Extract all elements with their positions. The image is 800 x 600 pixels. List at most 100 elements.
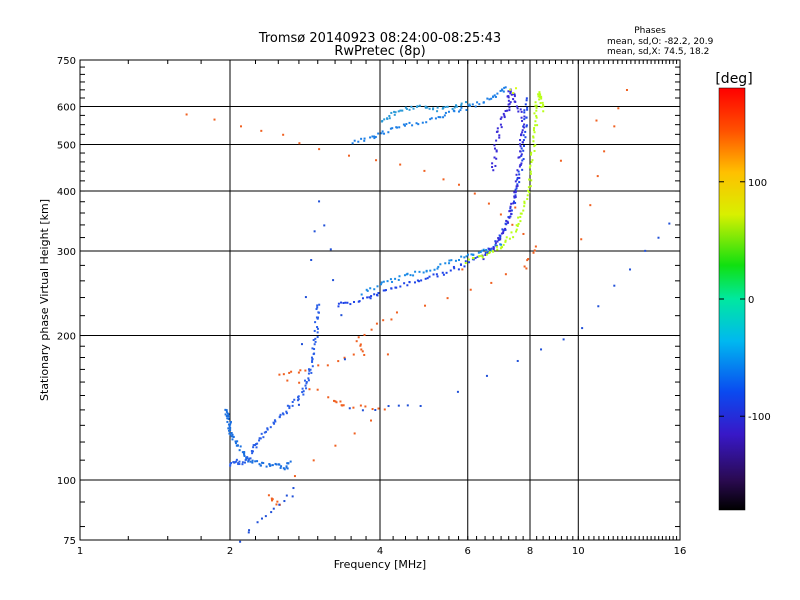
data-point — [464, 101, 467, 104]
data-point — [465, 108, 468, 111]
data-point — [337, 360, 340, 363]
data-point — [442, 106, 445, 109]
data-point — [452, 109, 455, 112]
data-point — [581, 327, 584, 330]
data-point — [405, 107, 408, 110]
data-point — [428, 275, 431, 278]
x-tick-labels: 1 2 4 6 8 10 16 — [77, 546, 687, 557]
data-point — [526, 106, 529, 109]
data-point — [517, 170, 520, 173]
data-point — [307, 372, 310, 375]
data-point — [435, 273, 438, 276]
data-point — [529, 185, 532, 188]
data-point — [224, 408, 227, 411]
data-point — [308, 388, 311, 391]
data-point — [286, 467, 289, 470]
data-point — [520, 212, 523, 215]
data-point — [499, 238, 502, 241]
data-point — [517, 222, 520, 225]
data-point — [540, 97, 543, 100]
data-point — [279, 466, 282, 469]
data-point — [494, 240, 497, 243]
data-point — [500, 126, 503, 129]
data-point — [504, 109, 507, 112]
data-point — [533, 249, 536, 252]
data-point — [417, 123, 420, 126]
data-point — [426, 277, 429, 280]
data-point — [535, 114, 538, 117]
x-axis-label: Frequency [MHz] — [334, 558, 426, 571]
data-point — [530, 160, 533, 163]
data-point — [263, 431, 266, 434]
data-point — [515, 230, 518, 233]
data-point — [360, 293, 363, 296]
data-point — [492, 248, 495, 251]
data-point — [509, 205, 512, 208]
data-point — [363, 353, 366, 356]
data-point — [412, 107, 415, 110]
y-tick-label: 200 — [57, 332, 76, 343]
data-point — [496, 92, 499, 95]
data-point — [513, 196, 516, 199]
data-point — [229, 464, 232, 467]
data-point — [293, 398, 296, 401]
data-point — [535, 106, 538, 109]
data-point — [314, 340, 317, 343]
data-point — [493, 144, 496, 147]
data-point — [390, 111, 393, 114]
data-point — [228, 425, 231, 428]
data-point — [314, 321, 317, 324]
data-point — [281, 412, 284, 415]
data-point — [510, 212, 513, 215]
data-point — [534, 104, 537, 107]
data-point — [454, 259, 457, 262]
data-point — [493, 94, 496, 97]
data-point — [428, 107, 431, 110]
data-point — [386, 117, 389, 120]
data-point — [254, 460, 257, 463]
data-point — [291, 495, 294, 498]
data-point — [227, 413, 230, 416]
data-point — [246, 456, 249, 459]
data-point — [241, 451, 244, 454]
data-point — [226, 417, 229, 420]
data-point — [595, 119, 598, 122]
data-point — [387, 405, 390, 408]
data-point — [262, 436, 265, 439]
data-point — [513, 191, 516, 194]
data-point — [353, 139, 356, 142]
data-point — [477, 251, 480, 254]
data-point — [389, 127, 392, 130]
data-point — [527, 257, 530, 260]
data-point — [520, 162, 523, 165]
data-point — [236, 440, 239, 443]
data-point — [516, 183, 519, 186]
data-point — [522, 125, 525, 128]
data-point — [370, 419, 373, 422]
data-point — [539, 102, 542, 105]
data-point — [542, 104, 545, 107]
data-point — [533, 112, 536, 115]
data-point — [525, 97, 528, 100]
data-point — [255, 443, 258, 446]
data-point — [508, 109, 511, 112]
data-point — [410, 105, 413, 108]
data-point — [494, 164, 497, 167]
data-point — [273, 419, 276, 422]
data-point — [457, 268, 460, 271]
y-tick-labels: 75 100 200 300 400 500 600 750 — [57, 56, 76, 547]
data-point — [366, 289, 369, 292]
data-point — [285, 466, 288, 469]
data-point — [307, 368, 310, 371]
data-point — [526, 259, 529, 262]
data-point — [399, 109, 402, 112]
data-point — [522, 145, 525, 148]
data-point — [394, 111, 397, 114]
data-point — [269, 426, 272, 429]
data-point — [388, 117, 391, 120]
data-point — [393, 113, 396, 116]
data-point — [403, 274, 406, 277]
data-point — [487, 247, 490, 250]
data-point — [580, 238, 583, 241]
data-point — [532, 251, 535, 254]
